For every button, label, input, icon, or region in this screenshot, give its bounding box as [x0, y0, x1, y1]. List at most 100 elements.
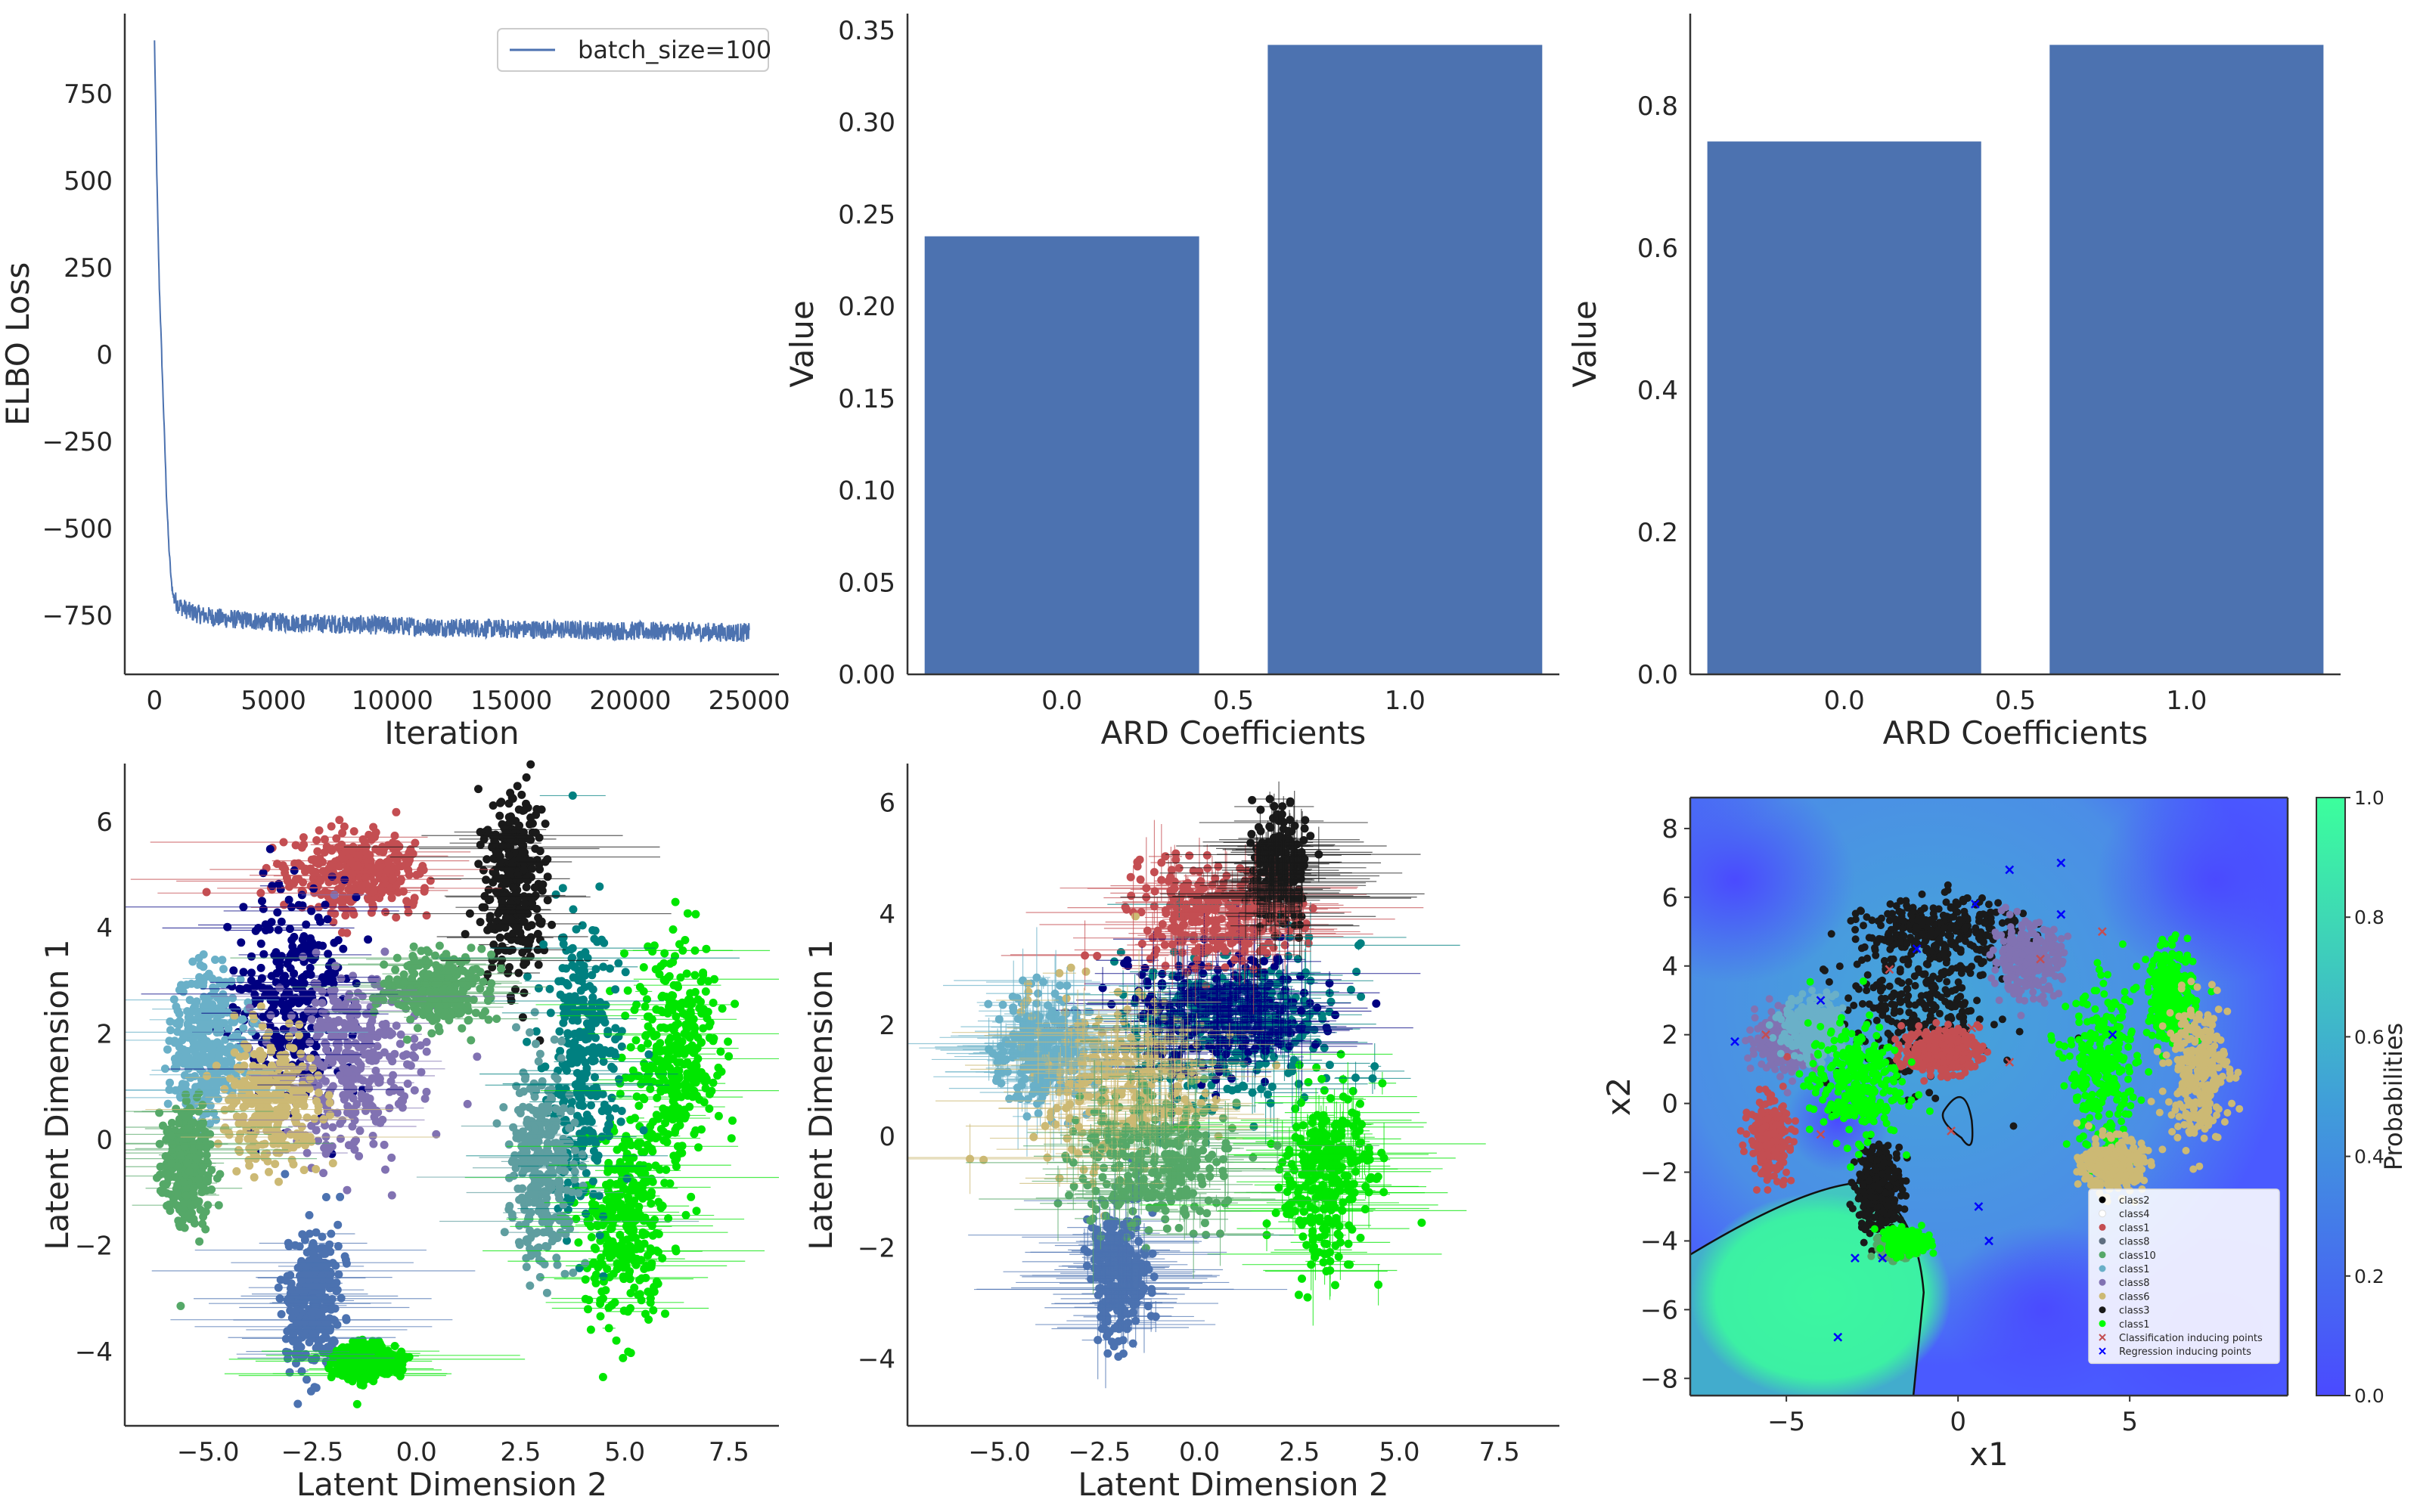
scatter-point [579, 1028, 588, 1037]
scatter-point [332, 834, 341, 843]
scatter-point [275, 1177, 283, 1186]
scatter-point [352, 893, 361, 902]
scatter-point [225, 1128, 233, 1137]
scatter-point [299, 1166, 309, 1175]
scatter-point [706, 1089, 714, 1098]
scatter-point [495, 811, 504, 820]
scatter-point [555, 1194, 564, 1203]
scatter-point [509, 1171, 518, 1180]
scatter-point [496, 798, 504, 807]
scatter-point [578, 921, 587, 930]
scatter-point [662, 1165, 671, 1174]
scatter-point [507, 918, 517, 927]
scatter-point [522, 773, 531, 782]
bar-0 [1707, 141, 1981, 675]
scatter-point [409, 942, 418, 951]
scatter-point [296, 1343, 306, 1352]
scatter-point [581, 948, 590, 957]
x-tick-label: 15000 [470, 686, 552, 716]
scatter-point [558, 884, 567, 893]
scatter-point [686, 996, 695, 1005]
scatter-point [614, 959, 623, 968]
scatter-point [701, 987, 710, 996]
scatter-point [302, 1375, 311, 1384]
scatter-point [526, 1251, 535, 1260]
y-tick-label: 750 [64, 79, 113, 110]
scatter-point [174, 1119, 183, 1128]
scatter-point [364, 935, 373, 944]
y-tick-label: −500 [42, 514, 113, 544]
scatter-point [591, 1278, 600, 1287]
scatter-point [275, 962, 284, 971]
scatter-point [296, 1049, 306, 1058]
scatter-point [319, 1169, 328, 1178]
scatter-point [597, 935, 607, 944]
scatter-point [532, 904, 541, 913]
scatter-point [328, 1123, 337, 1132]
scatter-point [506, 789, 515, 798]
scatter-point [553, 1260, 562, 1269]
scatter-point [630, 1196, 638, 1205]
scatter-point [266, 1011, 275, 1020]
scatter-point [310, 1383, 319, 1392]
scatter-point [218, 956, 227, 965]
scatter-point [623, 986, 632, 995]
scatter-point [336, 1134, 345, 1143]
scatter-point [196, 1058, 205, 1067]
scatter-point [547, 1093, 556, 1102]
scatter-point [661, 1046, 670, 1055]
scatter-point [265, 844, 275, 854]
scatter-point [611, 1104, 620, 1113]
scatter-point [292, 1132, 301, 1141]
scatter-point [526, 1028, 534, 1037]
scatter-point [536, 1155, 545, 1164]
scatter-point [390, 1049, 399, 1058]
scatter-point [392, 913, 401, 922]
scatter-point [422, 1047, 431, 1056]
scatter-point [221, 999, 230, 1009]
scatter-point [438, 987, 447, 996]
scatter-point [192, 1154, 201, 1163]
scatter-point [649, 1306, 658, 1315]
scatter-point [656, 1023, 666, 1032]
scatter-point [420, 1094, 430, 1103]
scatter-point [240, 1052, 250, 1061]
scatter-point [171, 1173, 179, 1182]
scatter-point [683, 1058, 692, 1067]
scatter-point [411, 838, 420, 847]
scatter-point [365, 1362, 374, 1371]
scatter-point [641, 1031, 650, 1040]
scatter-point [603, 1265, 612, 1273]
scatter-point [650, 941, 659, 950]
scatter-point [204, 969, 213, 978]
scatter-point [557, 1036, 566, 1046]
scatter-point [277, 1309, 286, 1318]
scatter-point [415, 869, 424, 878]
y-tick-label: 0.35 [838, 16, 895, 46]
scatter-point [597, 1253, 606, 1263]
scatter-point [634, 1181, 644, 1190]
scatter-point [514, 805, 523, 814]
scatter-point [611, 1035, 620, 1044]
scatter-point [569, 1269, 578, 1277]
scatter-point [537, 1108, 546, 1117]
scatter-point [550, 1035, 559, 1044]
scatter-point [598, 1089, 607, 1098]
scatter-point [352, 1399, 361, 1408]
scatter-point [299, 833, 308, 842]
scatter-point [538, 880, 548, 889]
scatter-point [339, 944, 348, 953]
y-axis-label: ELBO Loss [0, 262, 36, 426]
scatter-point [473, 1052, 482, 1061]
scatter-point [597, 1204, 607, 1213]
scatter-point [607, 1093, 616, 1102]
scatter-point [250, 1050, 259, 1058]
scatter-point [588, 1199, 597, 1208]
scatter-point [678, 1142, 687, 1151]
scatter-point [333, 1320, 342, 1329]
scatter-point [196, 1065, 205, 1074]
scatter-point [198, 1219, 207, 1228]
scatter-point [513, 936, 523, 945]
scatter-point [172, 1002, 181, 1011]
scatter-point [535, 919, 544, 928]
